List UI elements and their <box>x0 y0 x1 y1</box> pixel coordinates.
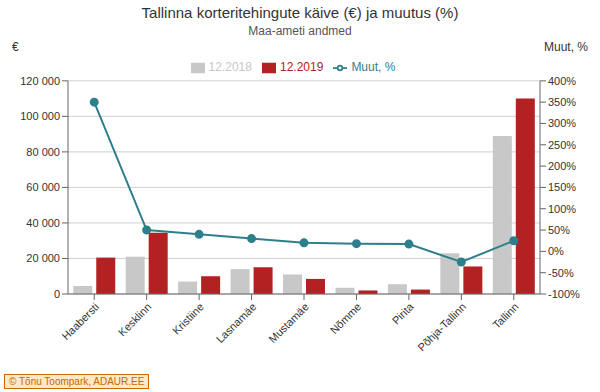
svg-text:200%: 200% <box>548 160 576 172</box>
html-text:Tallinna korteritehingute käiv: Tallinna korteritehingute käive (€) ja m… <box>141 4 459 21</box>
svg-text:Kristiine: Kristiine <box>170 300 206 336</box>
svg-text:Lasnamäe: Lasnamäe <box>214 300 259 345</box>
svg-text:-100%: -100% <box>548 288 580 300</box>
html-text:Maa-ameti andmed: Maa-ameti andmed <box>248 24 352 38</box>
svg-text:100 000: 100 000 <box>20 110 60 122</box>
svg-text:50%: 50% <box>548 224 570 236</box>
svg-text:100%: 100% <box>548 203 576 215</box>
svg-text:Nõmme: Nõmme <box>328 300 364 336</box>
svg-text:Põhja-Tallinn: Põhja-Tallinn <box>415 300 468 353</box>
svg-text:250%: 250% <box>548 139 576 151</box>
svg-text:Pirita: Pirita <box>390 300 417 327</box>
svg-text:350%: 350% <box>548 96 576 108</box>
svg-text:0: 0 <box>54 288 60 300</box>
svg-text:80 000: 80 000 <box>26 146 60 158</box>
svg-text:Kesklinn: Kesklinn <box>116 300 154 338</box>
svg-text:Mustamäe: Mustamäe <box>266 300 311 345</box>
svg-text:120 000: 120 000 <box>20 75 60 87</box>
html-text:12.2018: 12.2018 <box>208 60 252 74</box>
svg-text:60 000: 60 000 <box>26 181 60 193</box>
svg-text:0%: 0% <box>548 245 564 257</box>
svg-text:-50%: -50% <box>548 267 574 279</box>
svg-text:Tallinn: Tallinn <box>490 300 521 331</box>
html-text:12.2019: 12.2019 <box>280 60 324 74</box>
svg-text:400%: 400% <box>548 75 576 87</box>
svg-text:20 000: 20 000 <box>26 252 60 264</box>
html-text:© Tõnu Toompark, ADAUR.EE: © Tõnu Toompark, ADAUR.EE <box>9 376 145 387</box>
svg-text:Haabersti: Haabersti <box>59 300 101 342</box>
html-text:Muut, %: Muut, % <box>351 60 396 74</box>
html-text:Muut, %: Muut, % <box>544 40 588 54</box>
svg-text:40 000: 40 000 <box>26 217 60 229</box>
svg-text:150%: 150% <box>548 181 576 193</box>
svg-text:300%: 300% <box>548 117 576 129</box>
